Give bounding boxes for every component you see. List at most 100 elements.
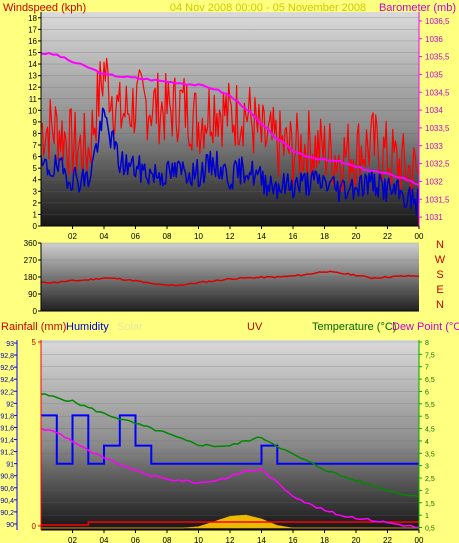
rainfall-tick-label: 92,2	[0, 389, 14, 396]
windspeed-tick-label: 2	[33, 199, 38, 208]
barometer-line	[40, 52, 420, 186]
rainfall-tick-label: 92,6	[0, 365, 14, 372]
rainfall-tick-label: 90,8	[0, 474, 14, 481]
temperature-tick-label: 7,5	[425, 352, 435, 359]
barometer-tick-label: 1032	[425, 177, 443, 186]
windspeed-tick-label: 0	[33, 222, 38, 231]
x-tick-label: 18	[320, 232, 329, 241]
direction-tick-label: 180	[24, 273, 38, 282]
rainfall-tick-label: 92,4	[0, 377, 14, 384]
barometer-tick-label: 1036,5	[425, 17, 450, 26]
compass-label: E	[436, 284, 443, 296]
dewpoint-line	[40, 427, 420, 529]
temperature-tick-label: 3,5	[425, 451, 435, 458]
rainfall-axis-ticks: 90 90,2 90,4 90,6 90,8 91 91,2 91,4 91,6 91,8 92 92…	[0, 341, 17, 529]
temperature-tick-label: 2,5	[425, 476, 435, 483]
rainfall-tick-label: 93	[6, 341, 14, 348]
windspeed-tick-label: 10	[28, 106, 37, 115]
x-tick-label: 08	[163, 232, 172, 241]
barometer-tick-label: 1034	[425, 106, 443, 115]
wind-gust-line	[40, 57, 420, 200]
x-tick-label: 22	[383, 232, 392, 241]
x-tick-label: 14	[257, 536, 266, 543]
uv-tick-label: 0	[32, 522, 37, 531]
x-tick-label: 12	[226, 232, 235, 241]
solar-legend-label: Solar	[117, 321, 143, 333]
windspeed-tick-label: 3	[33, 187, 38, 196]
rainfall-tick-label: 92,8	[0, 353, 14, 360]
x-tick-label: 20	[352, 536, 361, 543]
windspeed-tick-label: 15	[28, 48, 37, 57]
windspeed-tick-label: 14	[28, 60, 37, 69]
rainfall-tick-label: 91,4	[0, 438, 14, 445]
barometer-tick-label: 1032,5	[425, 160, 450, 169]
x-tick-label: 06	[131, 232, 140, 241]
temperature-series	[40, 393, 420, 529]
windspeed-tick-label: 16	[28, 37, 37, 46]
rainfall-tick-label: 90,6	[0, 486, 14, 493]
rainfall-legend-label: Rainfall (mm)	[1, 321, 66, 333]
temperature-tick-label: 6	[425, 389, 429, 396]
x-tick-label: 06	[131, 536, 140, 543]
x-tick-label: 22	[383, 536, 392, 543]
compass-label: N	[436, 299, 444, 311]
windspeed-tick-label: 1	[33, 210, 38, 219]
windspeed-tick-label: 8	[33, 129, 38, 138]
barometer-axis-ticks: 1031 1031,5 1032 1032,5 1033 1033,5 1034 1034,5…	[419, 17, 450, 222]
wind-pressure-gridlines	[41, 17, 419, 227]
wind-direction-line	[40, 270, 420, 287]
windspeed-tick-label: 4	[33, 176, 38, 185]
temperature-tick-label: 4	[425, 439, 429, 446]
temperature-line	[40, 393, 420, 498]
compass-label: W	[435, 254, 446, 266]
temperature-plot-area	[41, 340, 419, 530]
x-tick-label: 04	[100, 536, 109, 543]
date-range-title: 04 Nov 2008 00:00 - 05 November 2008	[170, 2, 366, 14]
x-tick-label: 20	[352, 232, 361, 241]
temperature-tick-label: 6,5	[425, 377, 435, 384]
x-tick-label: 16	[289, 232, 298, 241]
x-tick-label: 16	[289, 536, 298, 543]
barometer-tick-label: 1036	[425, 35, 443, 44]
x-tick-label: 00	[415, 232, 424, 241]
windspeed-axis-title: Windspeed (kph)	[3, 2, 86, 14]
x-tick-label: 00	[415, 536, 424, 543]
direction-tick-label: 270	[24, 256, 38, 265]
rainfall-tick-label: 91	[6, 462, 14, 469]
x-tick-label: 18	[320, 536, 329, 543]
barometer-tick-label: 1031	[425, 213, 443, 222]
temperature-tick-label: 1	[425, 513, 429, 520]
dewpoint-legend-label: Dew Point (°C	[392, 321, 459, 333]
barometer-tick-label: 1035,5	[425, 53, 450, 62]
uv-tick-label: 5	[32, 338, 37, 347]
compass-label: N	[436, 239, 444, 251]
x-tick-label: 08	[163, 536, 172, 543]
compass-label: S	[436, 269, 443, 281]
temperature-time-axis-ticks: 02 04 06 08 10 12 14 16 18 20 22 00	[41, 529, 424, 543]
direction-tick-label: 0	[33, 307, 38, 316]
x-tick-label: 02	[68, 536, 77, 543]
rainfall-tick-label: 90,2	[0, 510, 14, 517]
x-tick-label: 12	[226, 536, 235, 543]
barometer-tick-label: 1031,5	[425, 195, 450, 204]
wind-direction-axis-ticks: 0 90 180 270 360	[24, 239, 41, 316]
wind-direction-series	[40, 270, 420, 312]
rainfall-tick-label: 90,4	[0, 498, 14, 505]
wind-pressure-series	[40, 52, 420, 217]
rainfall-tick-label: 91,8	[0, 413, 14, 420]
windspeed-tick-label: 11	[29, 95, 38, 104]
x-tick-label: 10	[194, 232, 203, 241]
humidity-legend-label: Humidity	[66, 321, 109, 333]
x-tick-label: 10	[194, 536, 203, 543]
barometer-tick-label: 1034,5	[425, 88, 450, 97]
windspeed-tick-label: 17	[28, 25, 37, 34]
rainfall-tick-label: 91,2	[0, 450, 14, 457]
temperature-tick-label: 8	[425, 340, 429, 347]
rainfall-tick-label: 92	[6, 401, 14, 408]
rainfall-tick-label: 90	[6, 522, 14, 529]
rainfall-tick-label: 91,6	[0, 425, 14, 432]
x-tick-label: 14	[257, 232, 266, 241]
